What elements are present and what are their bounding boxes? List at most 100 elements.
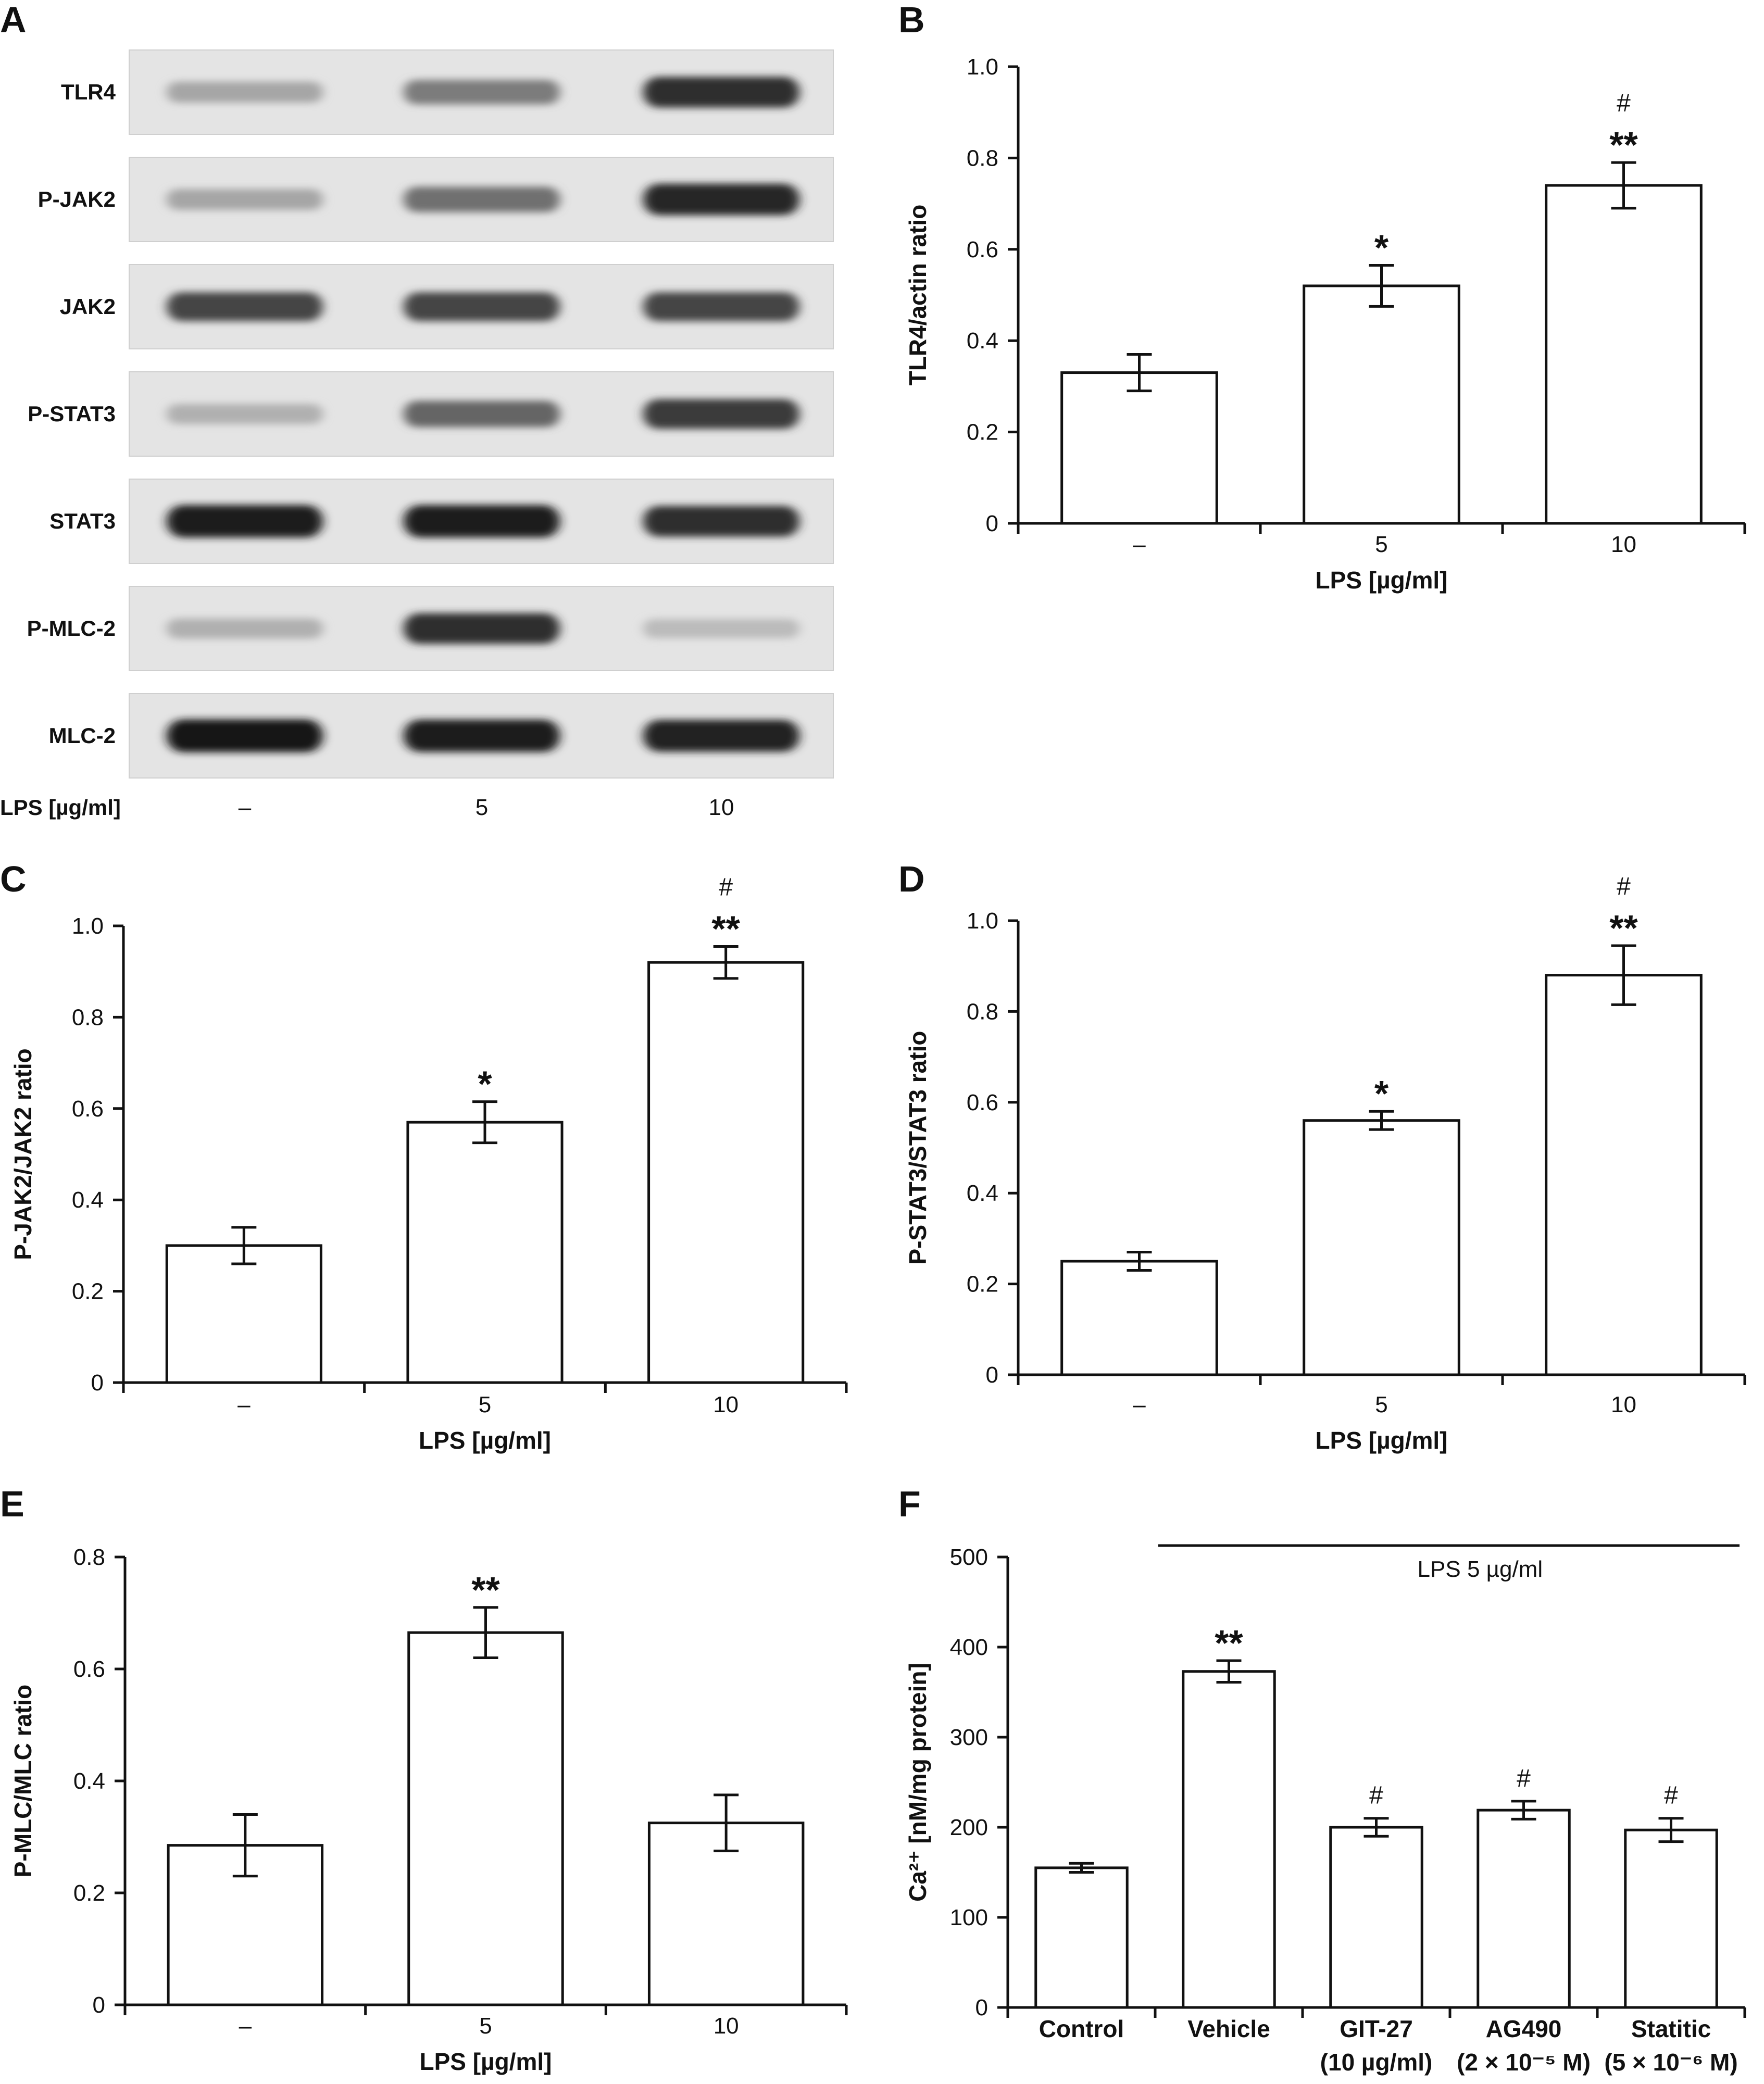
x-axis-title: LPS [µg/ml] [1316,567,1448,594]
x-tick-label: 10 [1611,1392,1636,1417]
bar [1182,1670,1276,2009]
blot-row-p-jak2: P-JAK2 [38,157,834,242]
x-tick-label: Vehicle [1187,2015,1270,2042]
x-tick-label: 5 [1375,1392,1387,1417]
y-tick-label: 1.0 [967,908,998,934]
y-tick-label: 0.6 [73,1656,105,1682]
y-tick-label: 0 [93,1992,105,2018]
panel-c-chart: C 0 0.2 0.4 0.6 0.8 1.0 P-JAK2/JAK2 ratio LPS [… [0,859,848,1454]
blot-row-label: P-JAK2 [38,187,116,211]
hash-marker: # [1664,1782,1678,1810]
bar [407,1631,564,2006]
bar [1060,371,1218,525]
x-tick-sublabel: (2 × 10⁻⁵ M) [1457,2049,1591,2076]
blot-row-p-stat3: P-STAT3 [28,371,834,457]
significance-marker: * [478,1064,492,1104]
blot-band [167,404,323,424]
y-tick-label: 0 [986,1362,998,1388]
blot-band [643,183,799,216]
significance-marker: ** [471,1570,500,1610]
bar [165,1244,322,1384]
hash-marker: # [719,873,733,901]
panel-c-letter: C [0,859,27,899]
bar [647,961,805,1384]
y-tick-label: 0.8 [73,1545,105,1570]
blot-row-jak2: JAK2 [60,264,834,349]
x-axis-title: LPS [µg/ml] [420,2048,552,2075]
treatment-label: LPS 5 µg/ml [1418,1556,1543,1582]
blot-row-p-mlc-2: P-MLC-2 [27,586,834,671]
blot-band [167,618,323,639]
blot-band [404,613,560,644]
blot-band [167,505,323,538]
y-tick-label: 0.6 [72,1096,104,1122]
panel-f-letter: F [898,1484,921,1524]
bar [1329,1826,1423,2009]
blot-band [167,81,323,103]
bar [1477,1809,1571,2009]
y-tick-label: 1.0 [72,913,104,939]
y-tick-label: 0.6 [967,237,998,262]
y-tick-label: 0.4 [967,328,998,354]
hash-marker: # [1617,873,1631,900]
blot-lane-label: 5 [476,795,488,820]
x-tick-label: – [239,2013,252,2039]
blot-band [404,400,560,428]
blot-band [643,77,799,108]
y-tick-label: 0.2 [73,1880,105,1906]
y-tick-label: 0.6 [967,1090,998,1115]
panel-b-chart: B 0 0.2 0.4 0.6 0.8 1.0 TLR4/actin ratio LPS [µ… [898,0,1746,594]
significance-marker: ** [1609,124,1638,165]
blot-band [167,189,323,210]
x-axis-title: LPS [µg/ml] [419,1427,551,1454]
blot-row-mlc-2: MLC-2 [49,693,834,779]
x-tick-label: – [1133,1392,1146,1417]
y-tick-label: 100 [950,1905,988,1930]
y-tick-label: 0.2 [967,1272,998,1297]
panel-a-xlabel: LPS [µg/ml] [0,795,121,820]
x-tick-label: 10 [1611,532,1636,557]
significance-marker: ** [1609,908,1638,948]
y-axis-title: TLR4/actin ratio [904,205,931,386]
y-tick-label: 500 [950,1545,988,1570]
panel-d-chart: D 0 0.2 0.4 0.6 0.8 1.0 P-STAT3/STAT3 ratio LPS… [898,859,1746,1454]
bar [647,1822,805,2006]
blot-band [643,506,799,537]
bar [1545,184,1703,525]
y-axis-title: Ca²⁺ [nM/mg protein] [904,1663,931,1902]
y-tick-label: 0.2 [72,1279,104,1304]
y-tick-label: 0 [91,1370,104,1396]
blot-row-tlr4: TLR4 [61,49,834,135]
y-tick-label: 300 [950,1725,988,1750]
bar [1545,974,1703,1376]
y-tick-label: 0.2 [967,420,998,445]
y-tick-label: 400 [950,1635,988,1660]
y-tick-label: 200 [950,1815,988,1840]
y-tick-label: 0.4 [967,1181,998,1206]
blot-band [643,619,799,638]
bar [1303,284,1460,525]
x-tick-label: Statitic [1631,2015,1711,2042]
x-tick-label: 10 [714,2013,739,2039]
blot-row-label: STAT3 [49,509,116,533]
y-axis-title: P-STAT3/STAT3 ratio [904,1031,931,1265]
y-axis-title: P-JAK2/JAK2 ratio [9,1048,36,1260]
y-tick-label: 0.4 [73,1768,105,1794]
hash-marker: # [1517,1765,1531,1792]
y-tick-label: 0 [975,1995,988,2020]
x-tick-label: – [237,1392,251,1417]
bar [1034,1866,1129,2009]
y-axis-title: P-MLC/MLC ratio [9,1685,36,1878]
significance-marker: * [1374,1073,1389,1114]
bar [406,1121,564,1384]
blot-row-stat3: STAT3 [49,479,834,564]
blot-lane-label: – [239,795,252,820]
blot-band [404,719,560,752]
blot-band [167,292,323,321]
panel-d-letter: D [898,859,925,899]
bar [1303,1119,1460,1376]
blot-row-label: JAK2 [60,294,116,319]
x-tick-label: – [1133,532,1146,557]
blot-band [404,292,560,321]
y-tick-label: 0.8 [967,145,998,171]
